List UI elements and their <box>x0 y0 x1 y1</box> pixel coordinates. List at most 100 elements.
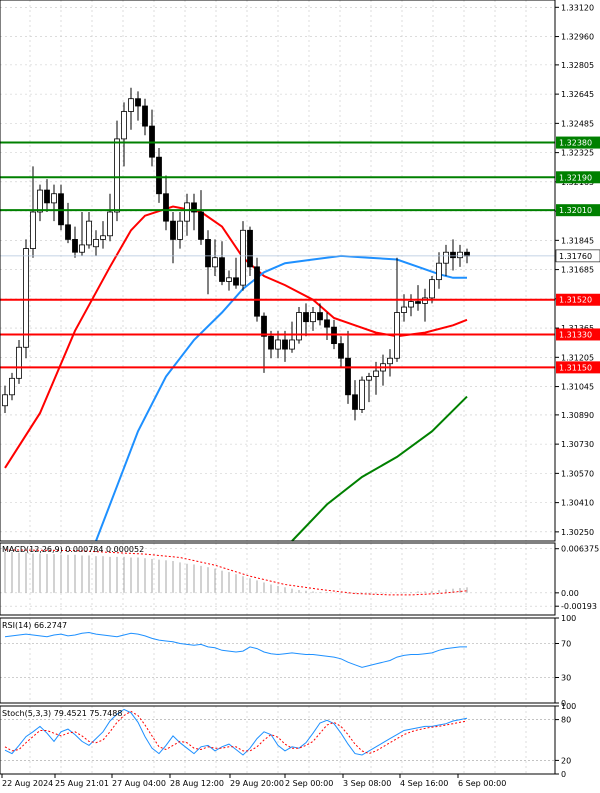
candle-bull <box>359 379 365 410</box>
time-tick-label: 27 Aug 04:00 <box>112 779 166 788</box>
candle-bear <box>135 98 141 107</box>
candle-bull <box>240 229 246 286</box>
candle-bear <box>72 239 78 253</box>
candle-bull <box>373 370 379 377</box>
price-level-tag <box>556 204 600 217</box>
candle-bear <box>142 105 148 127</box>
moving-averages <box>4 205 468 542</box>
rsi-tick-label: 70 <box>561 640 571 649</box>
candle-bear <box>65 224 71 240</box>
price-level-label: 1.31150 <box>559 363 592 372</box>
candle-bull <box>86 220 92 246</box>
rsi-line <box>4 631 467 668</box>
price-tick-label: 1.32805 <box>561 61 594 70</box>
price-tick-label: 1.32485 <box>561 119 594 128</box>
price-level-tag <box>556 361 600 374</box>
candle-bull <box>289 339 295 350</box>
price-tick-label: 1.30890 <box>561 411 594 420</box>
candle-bull <box>212 257 218 268</box>
candle-bull <box>401 306 407 313</box>
stoch-panel[interactable]: Stoch(5,3,3) 79.4521 75.7488 100 80 20 0 <box>0 702 576 779</box>
candle-bull <box>387 357 393 365</box>
time-tick-label: 6 Sep 00:00 <box>458 779 506 788</box>
candle-bull <box>16 346 22 379</box>
rsi-panel-frame <box>0 617 556 704</box>
price-level-label: 1.32190 <box>559 173 592 182</box>
price-tick-label: 1.32325 <box>561 149 594 158</box>
candle-bull <box>100 235 106 240</box>
rsi-tick-label: 30 <box>561 674 571 683</box>
candle-bull <box>128 98 134 112</box>
candle-bear <box>44 189 50 204</box>
macd-axis: 0.006375 0.00 -0.00193 <box>555 545 599 611</box>
price-panel[interactable]: 1.33120 1.32960 1.32805 1.32645 1.32485 1.323… <box>0 0 600 542</box>
candle-bear <box>282 339 288 350</box>
candle-bear <box>324 319 330 328</box>
candle-bear <box>352 394 358 410</box>
price-tick-label: 1.30570 <box>561 469 594 478</box>
candle-bull <box>296 312 302 341</box>
price-tick-label: 1.30730 <box>561 440 594 449</box>
candle-bear <box>247 229 253 268</box>
price-level-label: 1.31520 <box>559 296 592 305</box>
candle-bear <box>303 312 309 323</box>
price-tick-label: 1.31685 <box>561 266 594 275</box>
stoch-tick-label: 20 <box>561 756 571 765</box>
candle-bull <box>51 193 57 204</box>
candle-bull <box>429 279 435 299</box>
current-price-label: 1.31760 <box>559 252 592 261</box>
stoch-title: Stoch(5,3,3) 79.4521 75.7488 <box>2 709 122 718</box>
macd-tick-label: 0.00 <box>561 589 579 598</box>
stoch-tick-label: 80 <box>561 716 571 725</box>
candle-bull <box>37 189 43 213</box>
rsi-tick-label: 0 <box>561 699 566 708</box>
candle-bear <box>233 277 239 286</box>
macd-panel-frame <box>0 542 556 616</box>
macd-title: MACD(12,26,9) 0.000784 0.000052 <box>2 545 144 554</box>
time-tick-label: 28 Aug 12:00 <box>170 779 224 788</box>
macd-tick-label: 0.006375 <box>561 545 599 554</box>
candle-bull <box>310 312 316 323</box>
price-level-tag <box>556 328 600 341</box>
candle-bull <box>436 262 442 281</box>
candle-bear <box>205 239 211 268</box>
rsi-grid <box>0 617 555 704</box>
time-tick-label: 4 Sep 16:00 <box>400 779 448 788</box>
candle-bear <box>170 220 176 240</box>
time-tick-label: 25 Aug 21:01 <box>55 779 109 788</box>
candle-bull <box>114 138 120 213</box>
candle-bear <box>464 251 470 257</box>
candle-bull <box>23 248 29 348</box>
price-tick-label: 1.30410 <box>561 499 594 508</box>
macd-histogram <box>4 551 468 594</box>
candle-bull <box>121 111 127 140</box>
price-level-tag <box>556 171 600 184</box>
stoch-main-line <box>4 708 468 756</box>
moving-average-line <box>95 254 467 542</box>
price-level-tag <box>556 136 600 149</box>
price-tick-label: 1.31205 <box>561 353 594 362</box>
price-tick-label: 1.32960 <box>561 33 594 42</box>
candle-bear <box>345 357 351 396</box>
candle-bear <box>219 257 225 282</box>
price-tick-label: 1.30250 <box>561 528 594 537</box>
candle-bear <box>268 335 274 350</box>
candle-bear <box>163 193 169 222</box>
price-panel-frame <box>0 0 556 542</box>
price-level-label: 1.31330 <box>559 330 592 339</box>
rsi-tick-label: 100 <box>561 614 576 623</box>
candle-bull <box>107 211 113 237</box>
macd-signal-line <box>4 549 468 596</box>
macd-panel[interactable]: MACD(12,26,9) 0.000784 0.000052 0.006375… <box>0 542 599 616</box>
price-lines <box>0 141 555 369</box>
rsi-panel[interactable]: RSI(14) 66.2747 100 70 30 0 <box>0 614 576 708</box>
candle-bull <box>457 251 463 259</box>
candle-bull <box>79 244 85 253</box>
candle-bull <box>408 301 414 308</box>
current-price-tag <box>555 249 600 263</box>
candle-bull <box>275 339 281 350</box>
time-tick-label: 2 Sep 00:00 <box>285 779 333 788</box>
price-level-label: 1.32380 <box>559 139 592 148</box>
